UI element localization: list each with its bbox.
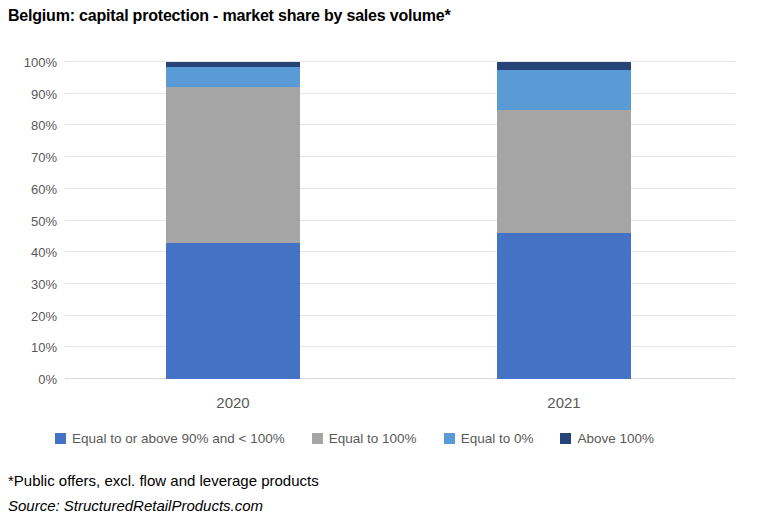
y-tick-label: 0% (38, 373, 57, 386)
legend-label: Equal to 0% (461, 431, 534, 446)
y-tick-label: 90% (31, 87, 57, 100)
legend: Equal to or above 90% and < 100% Equal to… (55, 431, 654, 446)
y-tick-label: 50% (31, 214, 57, 227)
y-tick-label: 10% (31, 341, 57, 354)
legend-item: Equal to or above 90% and < 100% (55, 431, 285, 446)
y-tick-label: 30% (31, 277, 57, 290)
bar-segment (497, 110, 631, 234)
chart-title: Belgium: capital protection - market sha… (8, 7, 451, 25)
bar-segment (166, 243, 300, 379)
bar-segment (166, 67, 300, 87)
legend-label: Above 100% (577, 431, 654, 446)
stacked-bar-2021 (497, 62, 631, 379)
y-tick-label: 40% (31, 246, 57, 259)
legend-label: Equal to 100% (329, 431, 417, 446)
stacked-bar-2020 (166, 62, 300, 379)
legend-item: Equal to 100% (312, 431, 417, 446)
legend-swatch-icon (312, 433, 323, 444)
y-tick-label: 60% (31, 182, 57, 195)
legend-item: Above 100% (560, 431, 654, 446)
legend-item: Equal to 0% (444, 431, 534, 446)
legend-swatch-icon (55, 433, 66, 444)
y-tick-label: 20% (31, 309, 57, 322)
y-tick-label: 80% (31, 119, 57, 132)
y-tick-label: 70% (31, 151, 57, 164)
legend-label: Equal to or above 90% and < 100% (72, 431, 285, 446)
bar-segment (497, 62, 631, 70)
x-axis-label: 2021 (497, 394, 631, 411)
footnote: *Public offers, excl. flow and leverage … (8, 472, 319, 489)
plot-area: 0%10%20%30%40%50%60%70%80%90%100%2020202… (65, 62, 735, 379)
legend-swatch-icon (444, 433, 455, 444)
bar-segment (497, 70, 631, 110)
bar-segment (497, 233, 631, 379)
chart-container: Belgium: capital protection - market sha… (0, 0, 769, 523)
source-line: Source: StructuredRetailProducts.com (8, 497, 263, 514)
y-tick-label: 100% (24, 56, 57, 69)
x-axis-label: 2020 (166, 394, 300, 411)
bar-segment (166, 87, 300, 243)
legend-swatch-icon (560, 433, 571, 444)
